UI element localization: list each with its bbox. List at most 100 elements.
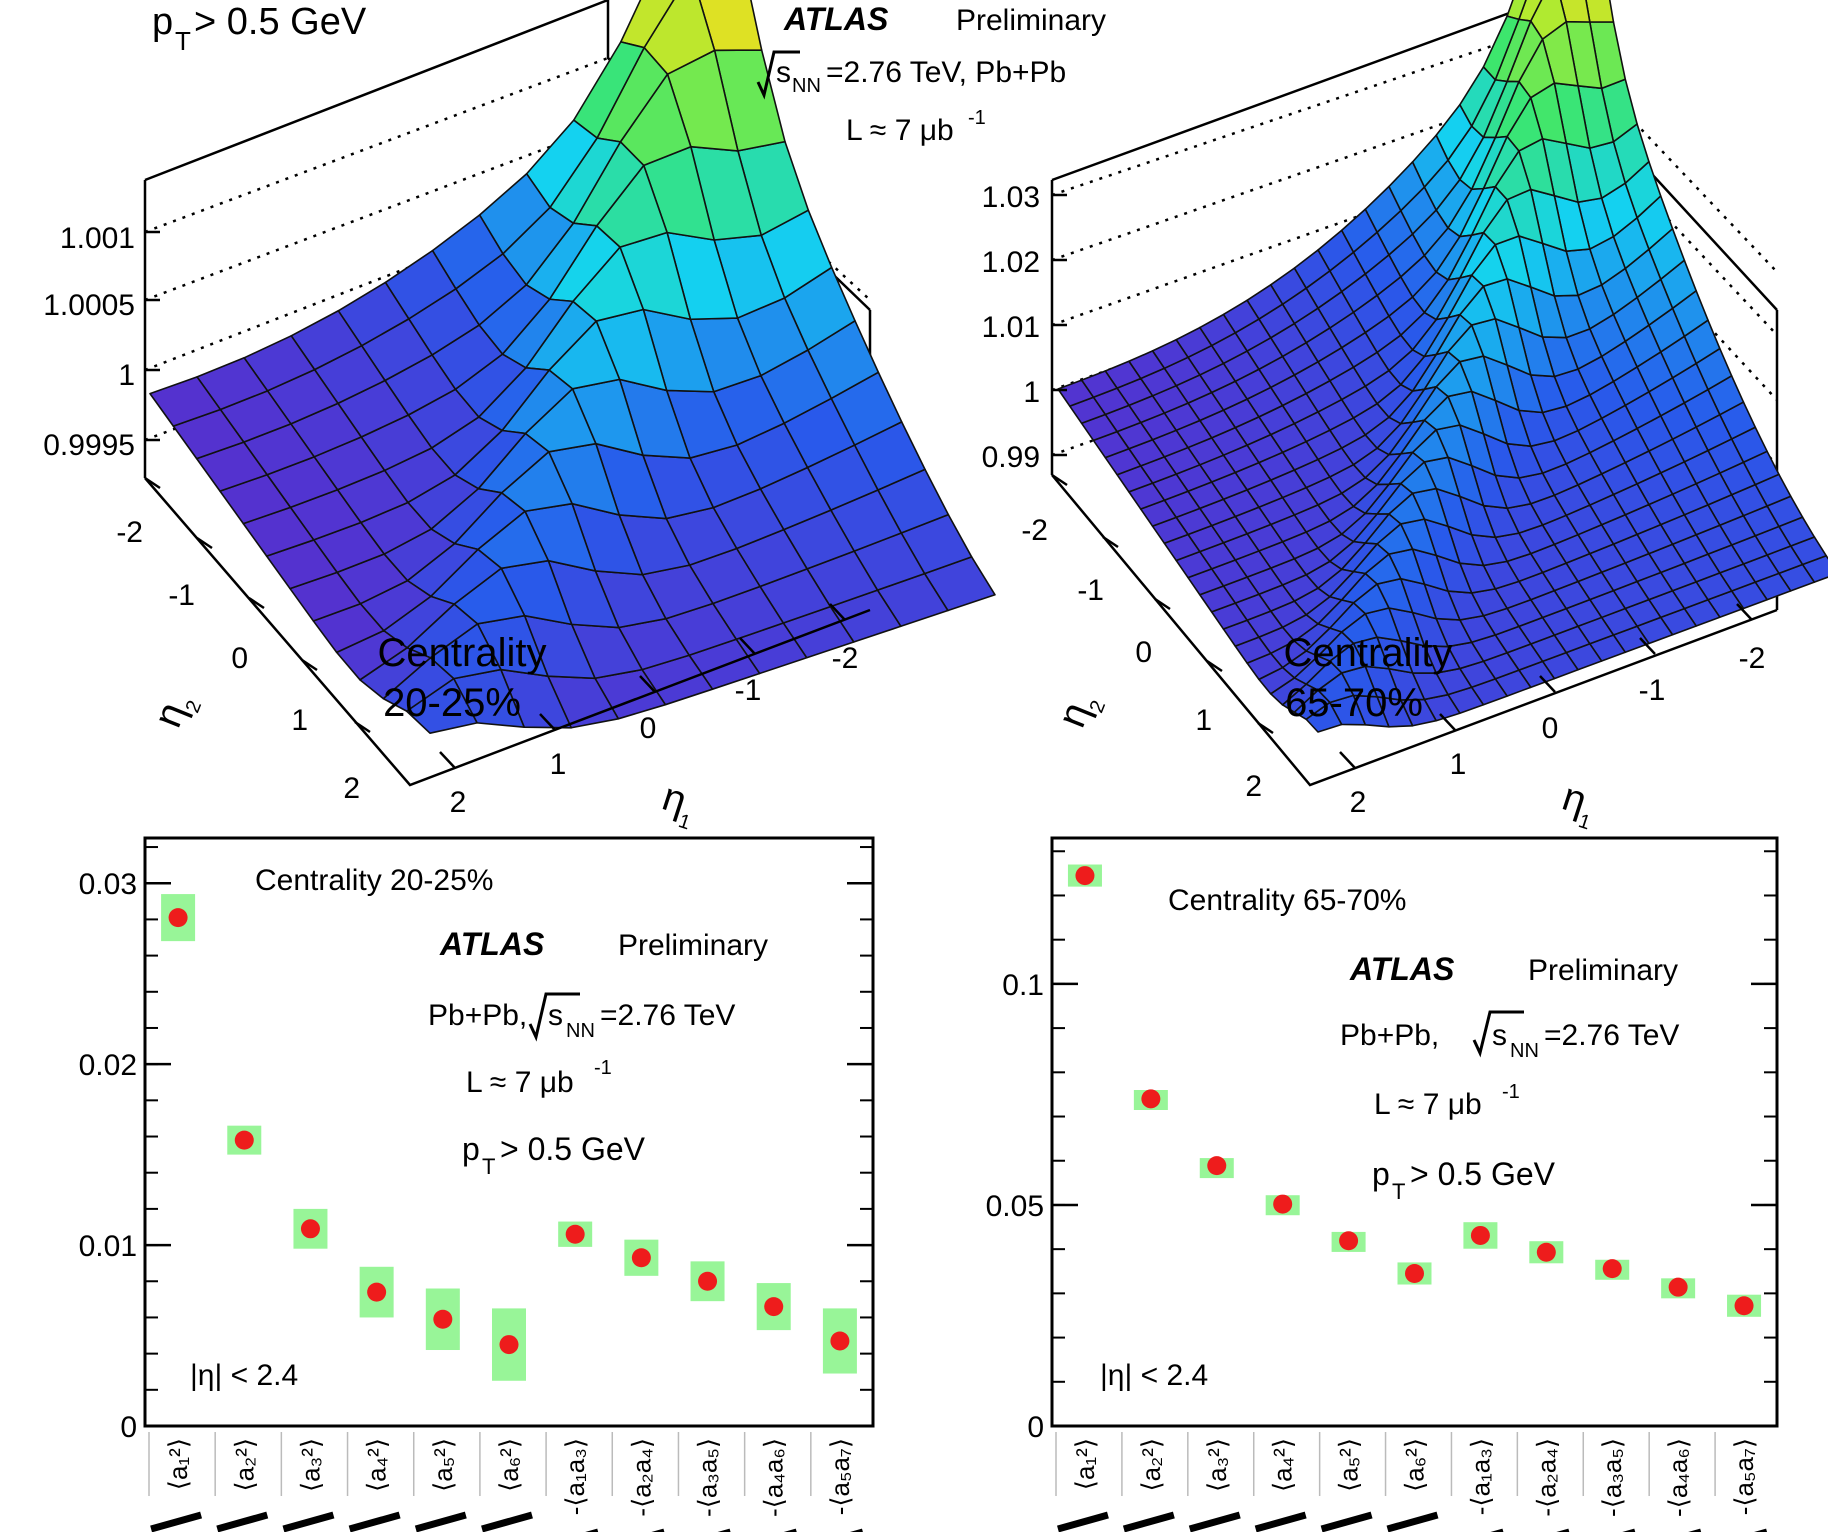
eta2-tick-label: -1	[1077, 574, 1104, 607]
z-tick-label: 1.001	[60, 222, 135, 255]
z-tick-label: 1.0005	[43, 289, 135, 322]
z-tick-label: 1	[1023, 376, 1040, 409]
data-points	[1067, 864, 1762, 1317]
z-tick-label: 0.99	[982, 441, 1040, 474]
category-label: ⟨a₄²⟩	[362, 1438, 392, 1492]
z-tick-label: 1.03	[982, 181, 1040, 214]
svg-text:s: s	[1492, 1019, 1507, 1052]
data-point	[1536, 1242, 1556, 1262]
centrality-line1: Centrality	[378, 631, 547, 675]
surface-cell	[149, 376, 222, 427]
eta1-tick-label: -1	[735, 674, 762, 707]
z-ticks	[145, 230, 160, 442]
data-points	[161, 894, 857, 1381]
category-label: -⟨a₂a₄⟩	[1531, 1438, 1561, 1517]
data-point	[1273, 1194, 1293, 1214]
preliminary-label: Preliminary	[618, 929, 768, 962]
z-tick-label: 1.01	[982, 311, 1040, 344]
coefficient-panel-right: 0 0.05 0.1 ⟨a₁²⟩ ⟨a₂²⟩ ⟨a₃²⟩ ⟨a₄²⟩ ⟨a₅²⟩ ⟨a₆²⟩ -…	[986, 836, 1779, 1532]
eta1-tick-label: 0	[1542, 712, 1559, 745]
data-point	[168, 908, 188, 928]
svg-text:T: T	[175, 26, 191, 56]
eta2-tick-label: 2	[343, 772, 360, 805]
category-label: -⟨a₁a₃⟩	[1465, 1438, 1495, 1515]
eta2-axis-title: η 2	[1050, 696, 1111, 733]
preliminary-label: Preliminary	[1528, 954, 1678, 987]
eta-cut-label: |η| < 2.4	[190, 1359, 298, 1392]
y-axis: 0 0.01 0.02 0.03	[79, 846, 873, 1444]
svg-text:NN: NN	[566, 1020, 595, 1042]
luminosity-label: L ≈ 7 μb -1	[1374, 1081, 1520, 1121]
eta-cut-label: |η| < 2.4	[1100, 1359, 1208, 1392]
eta2-tick-label: -1	[168, 579, 195, 612]
svg-text:Pb+Pb,: Pb+Pb,	[428, 999, 527, 1032]
svg-text:=2.76 TeV: =2.76 TeV	[600, 999, 735, 1032]
centrality-line2: 65-70%	[1285, 681, 1423, 725]
svg-text:-1: -1	[968, 107, 986, 129]
category-underline	[1057, 1511, 1109, 1532]
eta1-axis-title: η 1	[657, 775, 693, 835]
eta1-ticks	[439, 603, 846, 769]
svg-text:L ≈ 7 μb: L ≈ 7 μb	[1374, 1088, 1482, 1121]
y-tick-label: 0.05	[986, 1190, 1044, 1223]
y-tick-label: 0.02	[79, 1049, 137, 1082]
svg-text:> 0.5 GeV: > 0.5 GeV	[500, 1131, 646, 1167]
svg-text:p: p	[1372, 1156, 1390, 1192]
data-point	[1141, 1089, 1161, 1109]
data-point	[300, 1219, 320, 1239]
x-categories: ⟨a₁²⟩ ⟨a₂²⟩ ⟨a₃²⟩ ⟨a₄²⟩ ⟨a₅²⟩ ⟨a₆²⟩ -⟨a₁a₃⟩ -⟨a…	[1055, 1432, 1768, 1532]
z-tick-label: 0.9995	[43, 429, 135, 462]
category-label: ⟨a₁²⟩	[1070, 1438, 1100, 1490]
category-underline	[1320, 1511, 1373, 1532]
data-point	[1207, 1156, 1227, 1176]
centrality-label: Centrality 65-70%	[1168, 884, 1406, 917]
category-underline	[1254, 1511, 1307, 1532]
eta2-tick-label: -2	[1021, 514, 1048, 547]
data-point	[698, 1271, 718, 1291]
eta-floor-axes	[144, 477, 871, 787]
data-point	[1602, 1259, 1622, 1279]
svg-text:Pb+Pb,: Pb+Pb,	[1340, 1019, 1439, 1052]
eta1-tick-label: 2	[450, 786, 467, 819]
energy-label: s NN =2.76 TeV, Pb+Pb	[756, 50, 1066, 100]
preliminary-label: Preliminary	[956, 4, 1106, 37]
category-label: ⟨a₃²⟩	[295, 1438, 325, 1492]
svg-text:T: T	[482, 1154, 495, 1179]
surface-cell	[1057, 379, 1095, 407]
centrality-line1: Centrality	[1284, 631, 1453, 675]
eta1-tick-label: -1	[1639, 674, 1666, 707]
svg-text:> 0.5 GeV: > 0.5 GeV	[194, 1, 367, 43]
z-tick-label: 1	[118, 359, 135, 392]
surface-mesh-65-70	[1057, 0, 1828, 733]
svg-text:NN: NN	[792, 75, 821, 97]
category-label: -⟨a₄a₆⟩	[759, 1438, 789, 1517]
data-point	[764, 1297, 784, 1317]
energy-label: Pb+Pb, s NN =2.76 TeV	[428, 992, 735, 1042]
z-ticks	[1052, 193, 1067, 457]
data-point	[499, 1335, 519, 1355]
luminosity-label: L ≈ 7 μb -1	[466, 1057, 612, 1099]
category-underline	[282, 1511, 335, 1532]
category-label: -⟨a₅a₇⟩	[1729, 1438, 1759, 1515]
z-tick-label: 1.02	[982, 246, 1040, 279]
category-underline	[1386, 1511, 1439, 1532]
data-point	[565, 1224, 585, 1244]
data-point	[830, 1331, 850, 1351]
data-point	[631, 1248, 651, 1268]
pt-cut-label: p T > 0.5 GeV	[462, 1131, 646, 1179]
svg-text:L ≈ 7 μb: L ≈ 7 μb	[846, 114, 954, 147]
eta1-tick-label: -2	[1739, 642, 1766, 675]
eta1-tick-label: -2	[832, 642, 859, 675]
svg-text:s: s	[776, 56, 791, 89]
category-label: -⟨a₄a₆⟩	[1663, 1438, 1693, 1517]
y-tick-label: 0	[1027, 1411, 1044, 1444]
data-point	[1470, 1225, 1490, 1245]
energy-label: Pb+Pb, s NN =2.76 TeV	[1340, 1010, 1679, 1062]
category-label: ⟨a₆²⟩	[494, 1438, 524, 1492]
eta1-tick-label: 1	[550, 748, 567, 781]
surface-panel-left: 0.9995 1 1.0005 1.001 -2 -1 0 1 2 2 1 0 …	[43, 0, 1106, 834]
pt-cut-label: p T > 0.5 GeV	[1372, 1156, 1556, 1204]
surface-cell	[1585, 0, 1615, 23]
y-tick-label: 0.01	[79, 1230, 137, 1263]
